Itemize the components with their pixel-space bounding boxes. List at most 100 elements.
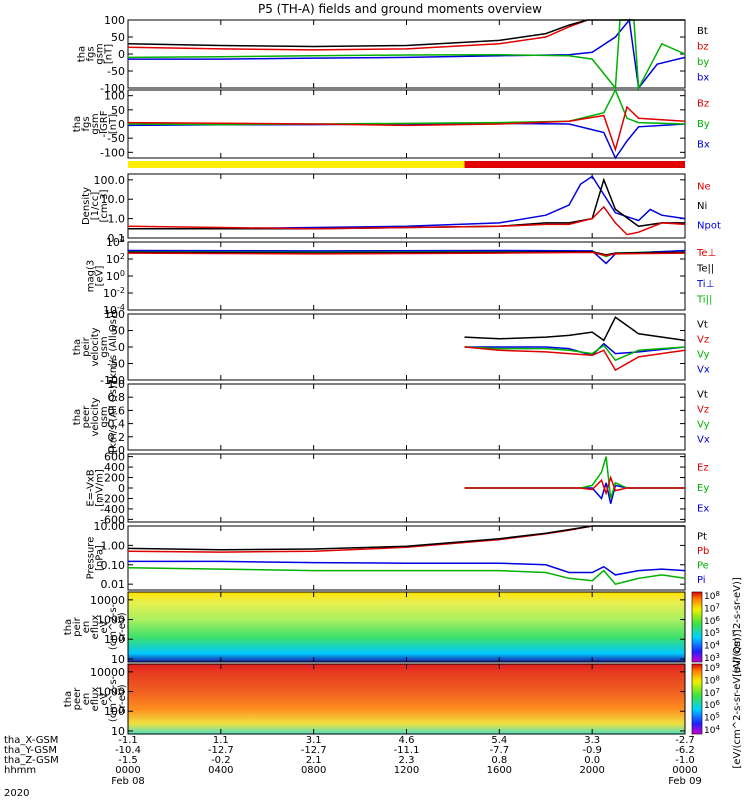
y-axis-label: tha xyxy=(63,691,74,707)
footer-value: 1200 xyxy=(394,765,419,776)
y-tick-label: 100 xyxy=(106,269,125,283)
y-tick-label: -50 xyxy=(107,358,125,371)
footer-value: -10.4 xyxy=(115,745,141,756)
footer-value: 1600 xyxy=(487,765,512,776)
y-tick-label: 0.1 xyxy=(108,232,126,245)
footer-value: -12.7 xyxy=(208,745,234,756)
y-axis-label: Density xyxy=(81,187,92,225)
colorbar-tick: 106 xyxy=(704,615,720,627)
footer-value: 2.3 xyxy=(399,755,415,766)
footer-row-label: hhmm xyxy=(4,765,36,776)
footer-value: -0.9 xyxy=(582,745,602,756)
legend-Ey: Ey xyxy=(697,483,709,494)
footer-value: 3.3 xyxy=(584,735,600,746)
y-tick-label: -50 xyxy=(107,65,125,78)
y-tick-label: 100 xyxy=(104,308,125,321)
y-tick-label: 0.2 xyxy=(108,431,126,444)
y-tick-label: 10-2 xyxy=(103,286,125,300)
y-tick-label: 1000 xyxy=(97,686,125,699)
y-tick-label: 100 xyxy=(104,14,125,27)
legend-Pt: Pt xyxy=(697,531,707,542)
colorbar xyxy=(691,591,703,663)
colorbar-tick: 105 xyxy=(704,712,720,724)
spectrogram-image xyxy=(128,592,685,662)
y-tick-label: 1.00 xyxy=(101,539,126,552)
y-axis-label: peer xyxy=(81,405,92,429)
footer-row-label: 2020 xyxy=(4,788,29,799)
y-tick-label: 0.01 xyxy=(101,578,126,591)
series-Bx xyxy=(127,122,686,160)
panel-temperature: 104 102 100 10-2 10-4 mag(3[eV] Te⊥ Te|| Ti⊥ Ti|| xyxy=(86,235,717,317)
footer-value: 0800 xyxy=(301,765,326,776)
panel-frame xyxy=(127,19,686,89)
y-tick-label: -100 xyxy=(100,82,125,95)
y-tick-label: 100 xyxy=(104,705,125,718)
colorbar-tick: 105 xyxy=(704,627,720,639)
y-tick-label: 200 xyxy=(104,472,125,485)
legend-Te||: Te|| xyxy=(696,263,714,274)
footer-value: Feb 09 xyxy=(668,776,702,787)
footer-value: -0.2 xyxy=(211,755,231,766)
legend-Npot: Npot xyxy=(697,220,721,231)
y-axis-label: eV xyxy=(99,620,110,633)
y-axis-label: [eV] xyxy=(95,266,106,287)
y-axis-label: fgs xyxy=(86,46,97,61)
y-axis-label: peer xyxy=(72,687,83,711)
y-axis-label: tha xyxy=(72,409,83,425)
y-tick-label: 10000 xyxy=(90,666,125,679)
y-tick-label: 600 xyxy=(104,451,125,464)
y-axis-label: gsm xyxy=(90,113,101,134)
legend-Pi: Pi xyxy=(697,575,706,586)
legend-Vt: Vt xyxy=(697,390,708,401)
footer-value: -2.7 xyxy=(675,735,695,746)
y-axis-label: gsm xyxy=(99,406,110,427)
footer-value: -12.7 xyxy=(301,745,327,756)
y-tick-label: 1.0 xyxy=(108,213,126,226)
series-Npot xyxy=(128,175,686,230)
panel-density: 100.0 10.0 1.0 0.1 Density[1/cc][cm-3] Ne Ni Np… xyxy=(81,173,721,245)
series-Ex xyxy=(464,482,685,504)
y-axis-label: eV xyxy=(99,692,110,705)
chart-title: P5 (TH-A) fields and ground moments over… xyxy=(258,2,542,16)
y-tick-label: -400 xyxy=(100,503,125,516)
footer-value: 0000 xyxy=(115,765,140,776)
panel-frame xyxy=(127,453,686,523)
legend-Ti||: Ti|| xyxy=(696,294,712,305)
y-axis-label: Pressure xyxy=(86,537,97,580)
footer-value: 1.1 xyxy=(213,735,229,746)
footer-value: 0.0 xyxy=(584,755,600,766)
y-tick-label: 104 xyxy=(106,235,125,249)
y-axis-label: gsm xyxy=(99,336,110,357)
y-axis-label: velocity xyxy=(90,327,101,366)
y-tick-label: 10000 xyxy=(90,594,125,607)
legend-Ti⊥: Ti⊥ xyxy=(696,279,714,290)
spectrogram-image xyxy=(128,664,685,734)
legend-Ex: Ex xyxy=(697,504,709,515)
footer-value: -7.7 xyxy=(490,745,510,756)
y-tick-label: 100.0 xyxy=(94,174,126,187)
y-tick-label: 10.0 xyxy=(101,193,126,206)
footer-value: -11.1 xyxy=(394,745,420,756)
y-axis-label: tha xyxy=(72,116,83,132)
y-tick-label: 0.4 xyxy=(108,418,126,431)
series-Pe xyxy=(127,567,686,586)
y-tick-label: 0.10 xyxy=(101,559,126,572)
legend-By: By xyxy=(697,119,710,130)
y-tick-label: 102 xyxy=(106,252,125,266)
legend-Bt: Bt xyxy=(697,26,708,37)
footer-value: Feb 08 xyxy=(111,776,145,787)
colorbar-label: [eV/(cm^2-s-sr-eV (All Qs))] xyxy=(732,629,743,768)
y-axis-label: (cm^2-s- xyxy=(108,603,119,650)
colorbar-tick: 108 xyxy=(704,590,720,602)
legend-Te⊥: Te⊥ xyxy=(696,248,716,259)
legend-Vx: Vx xyxy=(697,365,710,376)
y-tick-label: 400 xyxy=(104,461,125,474)
colorbar-tick: 108 xyxy=(704,674,720,686)
y-axis-label: en xyxy=(81,693,92,706)
y-tick-label: 100 xyxy=(104,633,125,646)
y-tick-label: 10.00 xyxy=(94,520,126,533)
legend-Vt: Vt xyxy=(697,320,708,331)
y-axis-label: tha xyxy=(72,339,83,355)
